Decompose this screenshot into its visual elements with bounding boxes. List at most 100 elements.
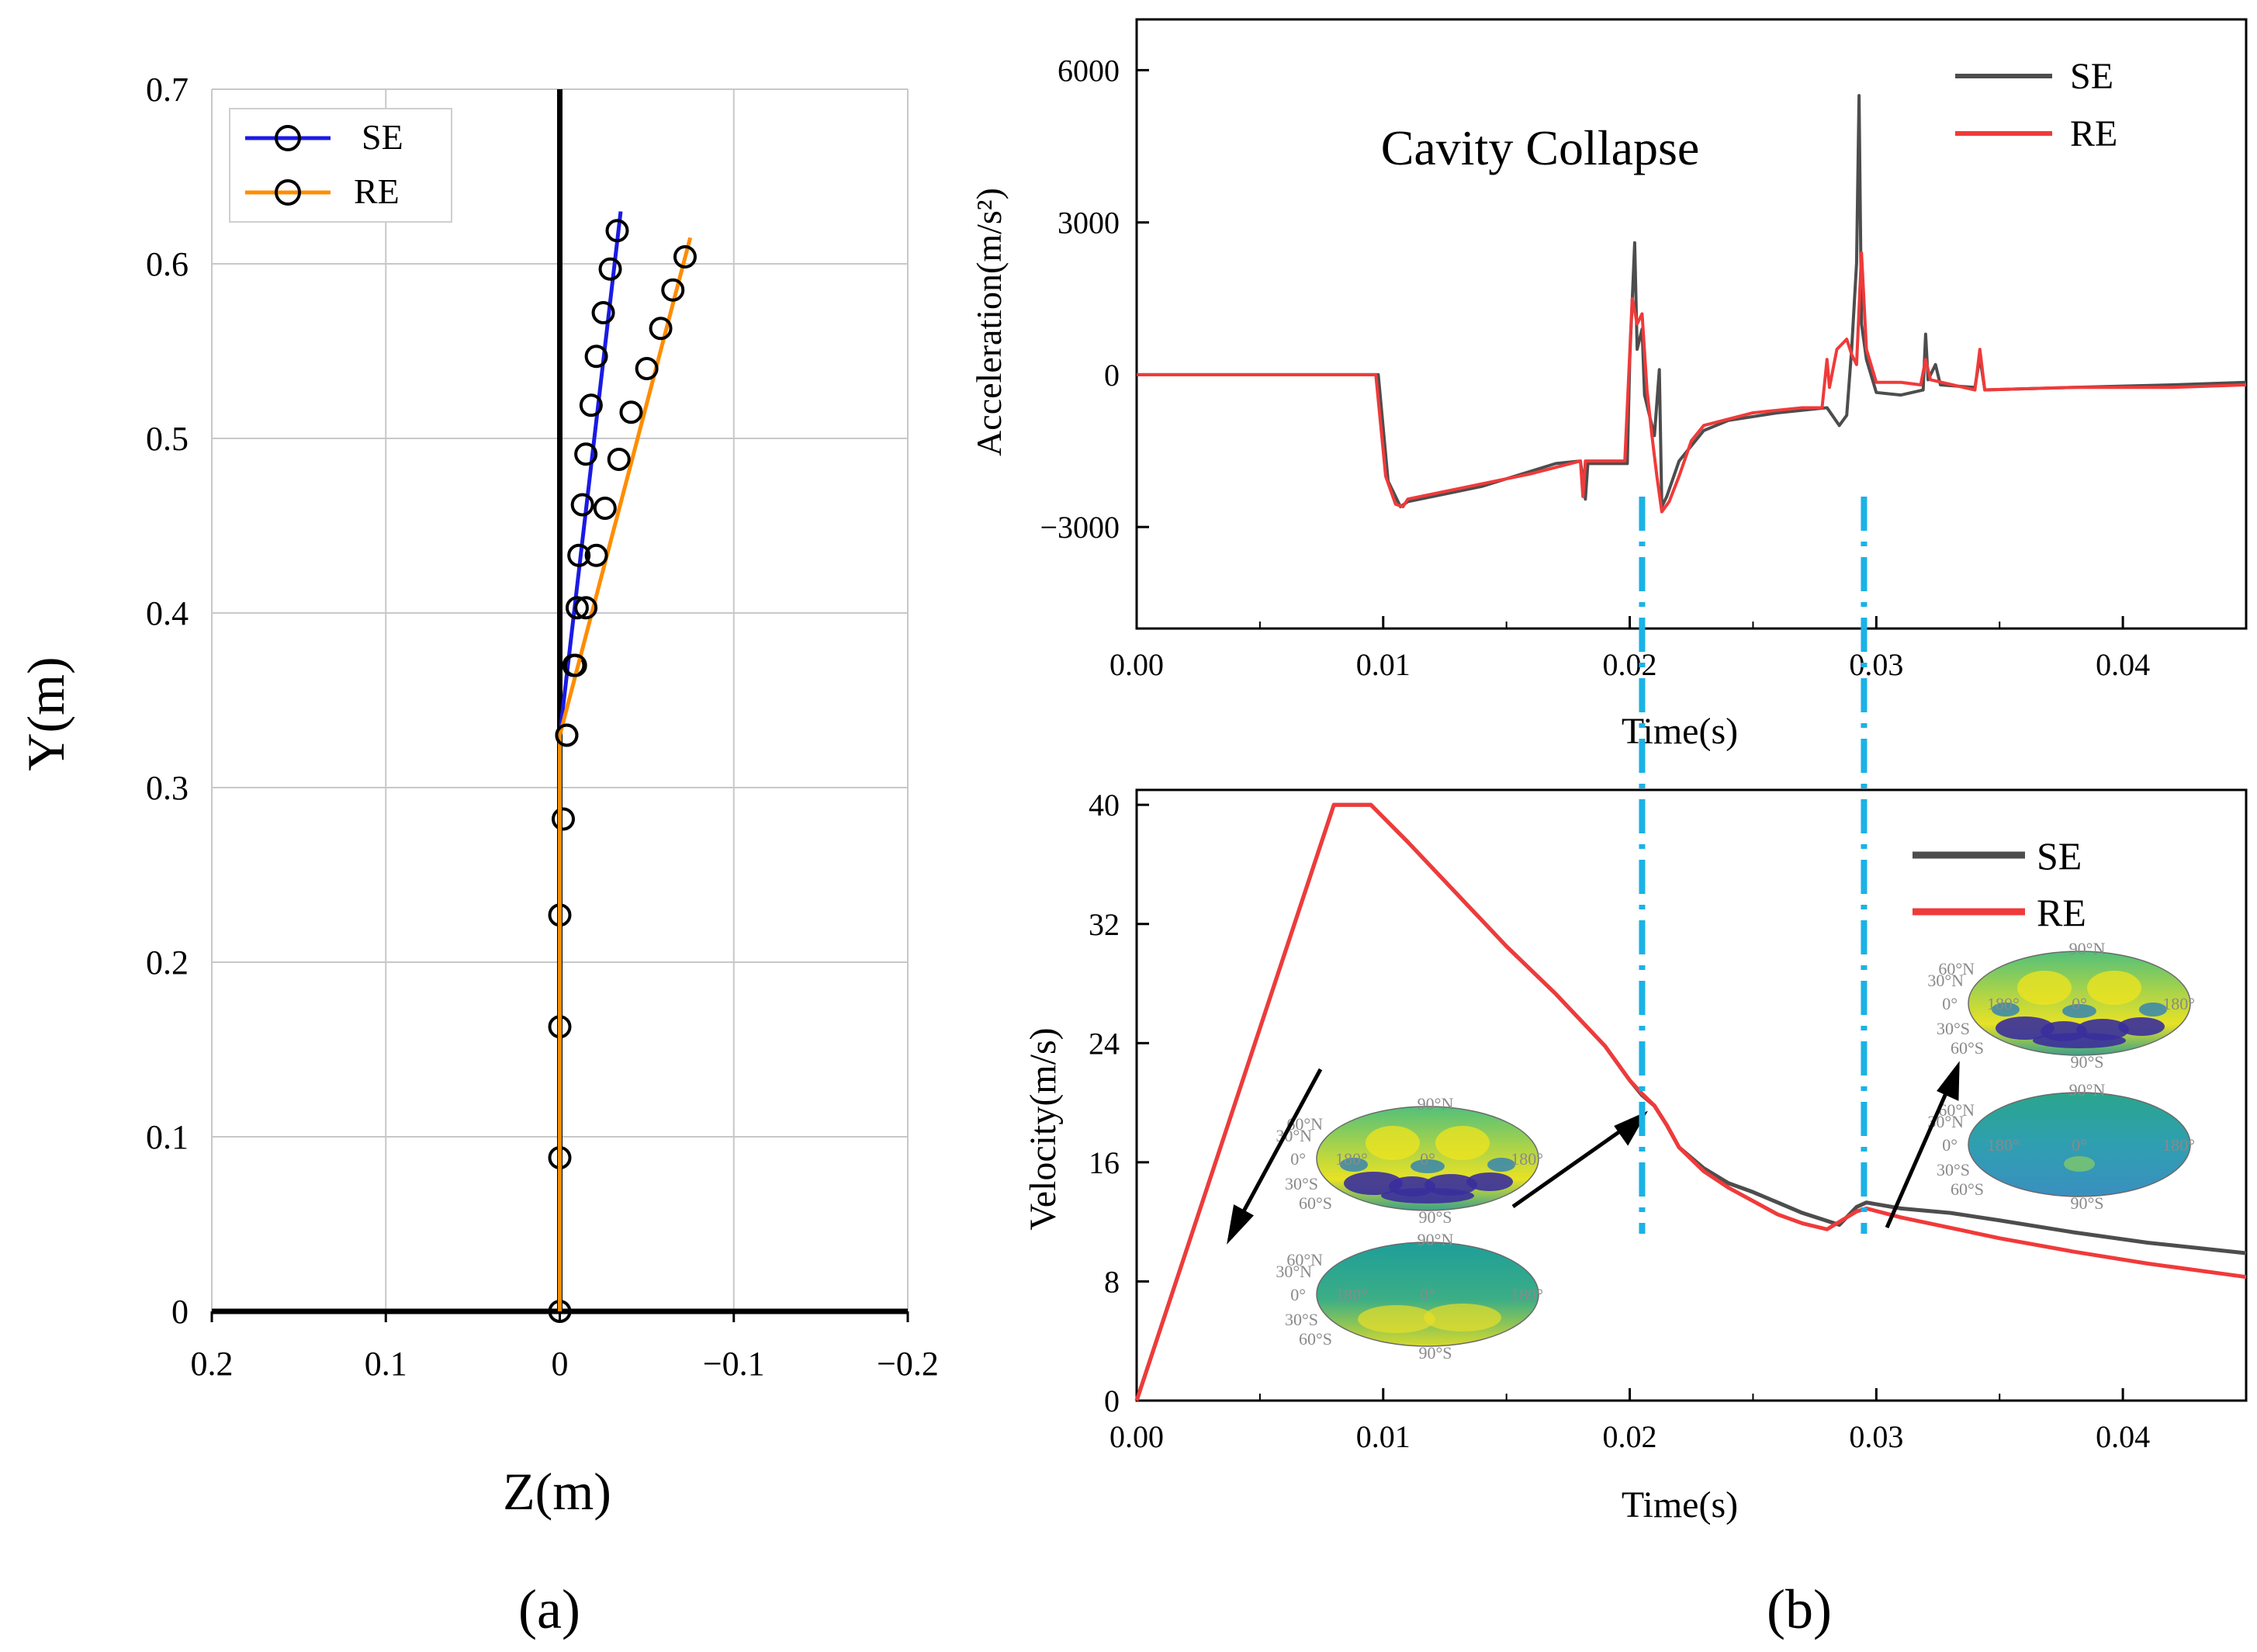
map-label-s30: 30°S <box>1285 1310 1318 1329</box>
data-point-se <box>579 393 603 417</box>
data-point-se <box>574 442 598 466</box>
velocity-xlabel: Time(s) <box>1622 1484 1738 1526</box>
map-label-lon-left: 180° <box>1335 1285 1368 1304</box>
arrow-up-right-2-head <box>1937 1061 1960 1101</box>
map-blob <box>1435 1126 1490 1160</box>
map-blob <box>1992 1003 2020 1016</box>
x-tick-label: 0.2 <box>191 1345 234 1383</box>
map-label-lon-left: 180° <box>1987 1135 2020 1155</box>
y-tick-label: 0.7 <box>146 71 189 109</box>
data-point-se <box>605 219 629 243</box>
inset-arrows <box>1227 1061 1960 1245</box>
legend-se-label: SE <box>2037 834 2082 878</box>
map-blob <box>2017 971 2072 1005</box>
map-blob <box>1340 1158 1368 1172</box>
map-blob <box>2139 1003 2167 1016</box>
y-tick-label: −3000 <box>1040 510 1120 545</box>
series-line-re <box>1134 802 2247 1401</box>
map-label-s60: 60°S <box>1299 1193 1332 1213</box>
panel-b-label: (b) <box>1767 1578 1832 1640</box>
map-blob <box>2087 971 2141 1005</box>
map-ellipse <box>1968 1092 2191 1197</box>
y-tick-label: 0.6 <box>146 245 189 283</box>
map-blob <box>2033 1033 2126 1048</box>
velocity-ylabel: Velocity(m/s) <box>1023 1027 1064 1230</box>
inset-upper-right: 90°N 60°N30°N 0° 30°S60°S 90°S 180° 0° 180° <box>1927 939 2195 1072</box>
x-tick-label: 0.02 <box>1603 647 1657 682</box>
legend-re-label: RE <box>354 171 400 211</box>
map-label-n30: 30°N <box>1927 971 1964 990</box>
map-label-lon-center: 0° <box>2072 1135 2087 1155</box>
map-label-eq: 0° <box>1942 1135 1958 1155</box>
map-label-n90: 90°N <box>1418 1094 1454 1113</box>
data-point-re <box>555 723 579 747</box>
map-label-n90: 90°N <box>1418 1230 1454 1249</box>
map-blob <box>1487 1158 1515 1172</box>
plot-frame <box>1135 788 2248 1402</box>
data-point-se <box>551 807 575 831</box>
map-label-s60: 60°S <box>1951 1179 1984 1199</box>
map-label-s90: 90°S <box>1418 1207 1452 1227</box>
data-point-se <box>567 543 591 567</box>
y-tick-label: 24 <box>1089 1026 1120 1061</box>
x-tick-label: −0.1 <box>703 1345 765 1383</box>
guide-lines <box>1639 497 1868 1234</box>
x-tick-label: 0.04 <box>2096 1419 2150 1454</box>
x-tick-label: 0.1 <box>365 1345 407 1383</box>
map-label-eq: 0° <box>1290 1149 1306 1169</box>
plot-frame <box>1135 18 2248 630</box>
arrow-down-left-head <box>1227 1204 1255 1245</box>
acceleration-ylabel: Acceleration(m/s²) <box>969 188 1009 456</box>
y-tick-label: 32 <box>1089 907 1120 942</box>
map-label-n90: 90°N <box>2069 1080 2106 1100</box>
map-blob <box>2062 1004 2096 1018</box>
map-label-s90: 90°S <box>2070 1052 2103 1072</box>
map-blob <box>1466 1172 1513 1191</box>
panel-a-ylabel: Y(m) <box>16 656 75 771</box>
data-point-se <box>570 493 594 517</box>
x-tick-label: 0.00 <box>1109 647 1164 682</box>
data-point-re <box>607 448 631 471</box>
map-blob <box>1344 1172 1403 1195</box>
panel-b-top-legend: SE RE <box>1955 56 2117 154</box>
y-tick-label: 0 <box>1104 1384 1120 1418</box>
map-blob <box>1411 1159 1445 1173</box>
y-tick-label: 0 <box>171 1293 189 1331</box>
y-tick-label: 40 <box>1089 788 1120 823</box>
acceleration-title: Cavity Collapse <box>1381 120 1700 175</box>
arrow-up-right-2 <box>1885 1085 1951 1229</box>
panel-a-legend: SE RE <box>229 108 452 223</box>
map-label-lon-center: 0° <box>2072 994 2087 1013</box>
data-point-re <box>593 497 617 520</box>
y-tick-label: 0 <box>1104 358 1120 393</box>
map-label-s60: 60°S <box>1299 1329 1332 1349</box>
map-label-n60: 60°N <box>1286 1250 1323 1269</box>
x-tick-label: 0 <box>552 1345 569 1383</box>
map-label-s90: 90°S <box>2070 1193 2103 1213</box>
map-label-lon-center: 0° <box>1420 1149 1435 1169</box>
legend-se-marker <box>275 125 301 151</box>
map-label-eq: 0° <box>1942 994 1958 1013</box>
map-label-n60: 60°N <box>1938 959 1975 978</box>
x-tick-label: 0.03 <box>1849 1419 1903 1454</box>
panel-a-xlabel: Z(m) <box>503 1462 611 1521</box>
map-label-lon-right: 180° <box>2162 1135 2195 1155</box>
map-label-eq: 0° <box>1290 1285 1306 1304</box>
map-label-s30: 30°S <box>1937 1019 1970 1038</box>
x-tick-label: 0.04 <box>2096 647 2150 682</box>
x-tick-label: −0.2 <box>877 1345 939 1383</box>
panel-b-bottom-legend: SE RE <box>1913 834 2086 934</box>
series-line-re <box>558 237 693 1311</box>
data-point-re <box>584 543 608 567</box>
map-blob <box>2064 1156 2095 1172</box>
y-tick-label: 6000 <box>1058 53 1120 88</box>
data-point-se <box>584 345 608 369</box>
y-tick-label: 0.5 <box>146 420 189 458</box>
map-label-s60: 60°S <box>1951 1038 1984 1058</box>
map-label-lon-right: 180° <box>1511 1149 1543 1169</box>
arrow-down-left <box>1237 1068 1323 1221</box>
